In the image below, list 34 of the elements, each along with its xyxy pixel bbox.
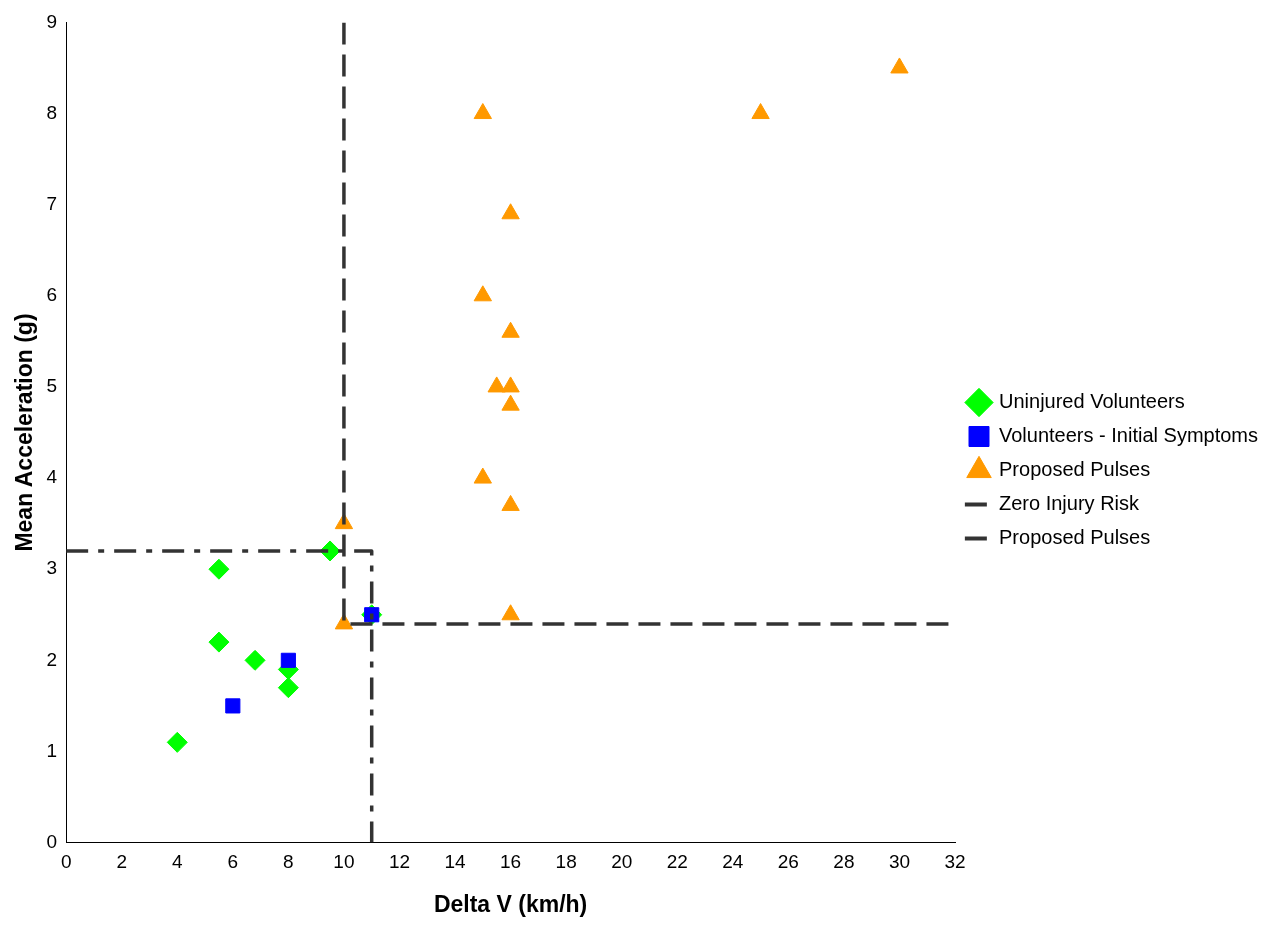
x-tick-label: 2: [116, 851, 128, 873]
y-tick-label: 4: [46, 466, 58, 488]
y-tick-label: 0: [46, 830, 58, 852]
x-tick-label: 24: [722, 851, 744, 873]
x-tick-label: 12: [388, 851, 411, 873]
legend-label: Proposed Pulses: [999, 458, 1151, 481]
legend-label: Uninjured Volunteers: [999, 390, 1185, 413]
legend-label: Proposed Pulses: [999, 526, 1151, 549]
x-tick-label: 30: [888, 851, 911, 873]
y-tick-label: 3: [46, 557, 58, 579]
y-axis-title: Mean Acceleration (g): [11, 313, 38, 552]
x-tick-label: 14: [444, 851, 467, 873]
x-tick-label: 0: [60, 851, 72, 873]
legend-label: Volunteers - Initial Symptoms: [999, 424, 1259, 447]
x-tick-label: 6: [227, 851, 239, 873]
x-tick-label: 20: [611, 851, 633, 873]
x-tick-label: 28: [833, 851, 855, 873]
x-tick-label: 16: [500, 851, 522, 873]
x-tick-label: 32: [944, 851, 966, 873]
y-tick-label: 7: [46, 192, 58, 214]
x-tick-label: 22: [666, 851, 688, 873]
legend-label: Zero Injury Risk: [999, 492, 1141, 515]
x-tick-label: 4: [171, 851, 183, 873]
x-tick-label: 26: [777, 851, 799, 873]
x-axis-title: Delta V (km/h): [433, 890, 588, 917]
x-tick-label: 8: [283, 851, 294, 873]
x-tick-label: 10: [333, 851, 355, 873]
x-tick-label: 18: [555, 851, 577, 873]
y-tick-label: 6: [46, 284, 58, 306]
y-tick-label: 9: [46, 10, 58, 32]
y-tick-label: 1: [46, 739, 58, 761]
y-tick-label: 5: [46, 375, 58, 397]
y-tick-label: 2: [46, 648, 58, 670]
y-tick-label: 8: [46, 101, 58, 123]
